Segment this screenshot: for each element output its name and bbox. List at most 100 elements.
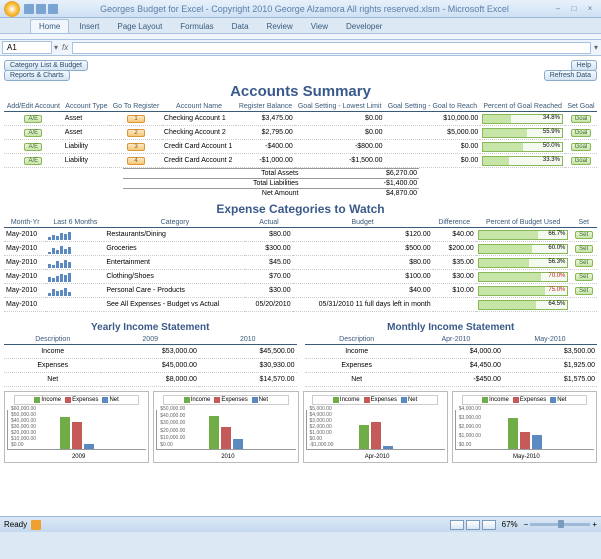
page-layout-view-icon[interactable] <box>466 520 480 530</box>
zoom-slider[interactable] <box>530 523 590 526</box>
col-header: Percent of Budget Used <box>476 218 571 228</box>
difference <box>433 298 476 312</box>
col-header: Description <box>305 335 409 345</box>
col-header: Percent of Goal Reached <box>480 102 565 112</box>
ribbon-tab-data[interactable]: Data <box>224 20 257 33</box>
expense-row: May-2010Groceries$300.00$500.00$200.0060… <box>4 242 597 256</box>
goto-register-button[interactable]: 4 <box>127 157 145 165</box>
formula-expand-icon[interactable]: ▾ <box>591 43 601 52</box>
total-row: Total Liabilities-$1,400.00 <box>123 179 420 189</box>
expense-row: May-2010Entertainment$45.00$80.00$35.005… <box>4 256 597 270</box>
sparkline <box>46 228 104 242</box>
chart-bar <box>508 418 518 450</box>
ribbon-tabs: HomeInsertPage LayoutFormulasDataReviewV… <box>0 18 601 34</box>
ribbon-tab-review[interactable]: Review <box>259 20 301 33</box>
cell: -$450.00 <box>409 373 503 387</box>
office-button[interactable] <box>4 1 20 17</box>
redo-icon[interactable] <box>48 4 58 14</box>
zoom-in-button[interactable]: + <box>592 520 597 529</box>
difference: $35.00 <box>433 256 476 270</box>
col-header: Set Goal <box>565 102 597 112</box>
minimize-button[interactable]: – <box>551 4 565 13</box>
account-name: Checking Account 2 <box>162 126 236 140</box>
difference: $10.00 <box>433 284 476 298</box>
save-icon[interactable] <box>24 4 34 14</box>
goto-register-button[interactable]: 3 <box>127 143 145 151</box>
zoom-level[interactable]: 67% <box>502 520 518 529</box>
budget: $100.00 <box>293 270 433 284</box>
chart-legend: IncomeExpensesNet <box>462 395 587 405</box>
set-goal-button[interactable]: Goal <box>571 115 592 123</box>
col-header: Actual <box>245 218 292 228</box>
expense-row: May-2010Clothing/Shoes$70.00$100.00$30.0… <box>4 270 597 284</box>
account-row: A/EAsset1Checking Account 1$3,475.00$0.0… <box>4 112 597 126</box>
ribbon-tab-insert[interactable]: Insert <box>71 20 107 33</box>
goto-register-button[interactable]: 2 <box>127 129 145 137</box>
category: Groceries <box>104 242 245 256</box>
col-header: May-2010 <box>503 335 597 345</box>
col-header: Budget <box>293 218 433 228</box>
set-goal-button[interactable]: Goal <box>571 129 592 137</box>
add-edit-button[interactable]: A/E <box>24 143 42 151</box>
set-goal-button[interactable]: Goal <box>571 143 592 151</box>
actual: $80.00 <box>245 228 292 242</box>
goal-lowest: -$1,500.00 <box>295 154 385 168</box>
accounts-table: Add/Edit AccountAccount TypeGo To Regist… <box>4 102 597 168</box>
set-button[interactable]: Set <box>575 245 593 253</box>
bar-chart: IncomeExpensesNet$50,000.00$40,000.00$30… <box>153 391 298 463</box>
goal-percent-bar: 55.9% <box>480 126 565 140</box>
ribbon-tab-home[interactable]: Home <box>30 19 69 33</box>
set-button[interactable]: Set <box>575 287 593 295</box>
undo-icon[interactable] <box>36 4 46 14</box>
budget-percent-bar: 70.0% <box>476 270 571 284</box>
reports-charts-button[interactable]: Reports & Charts <box>4 70 70 81</box>
category: Clothing/Shoes <box>104 270 245 284</box>
add-edit-button[interactable]: A/E <box>24 115 42 123</box>
difference: $30.00 <box>433 270 476 284</box>
maximize-button[interactable]: □ <box>567 4 581 13</box>
set-goal-button[interactable]: Goal <box>571 157 592 165</box>
add-edit-button[interactable]: A/E <box>24 129 42 137</box>
yearly-income-title: Yearly Income Statement <box>4 322 297 333</box>
account-type: Asset <box>63 126 110 140</box>
window-title: Georges Budget for Excel - Copyright 201… <box>58 4 551 14</box>
ribbon-tab-view[interactable]: View <box>303 20 336 33</box>
ribbon-tab-developer[interactable]: Developer <box>338 20 390 33</box>
register-balance: -$1,000.00 <box>236 154 295 168</box>
register-balance: -$400.00 <box>236 140 295 154</box>
chart-legend: IncomeExpensesNet <box>14 395 139 405</box>
budget: 05/31/2010 11 full days left in month <box>293 298 433 312</box>
name-box[interactable]: A1 <box>2 41 52 54</box>
cell: $4,000.00 <box>409 345 503 359</box>
zoom-out-button[interactable]: − <box>524 520 529 529</box>
cell: Income <box>305 345 409 359</box>
chart-x-label: 2010 <box>156 454 299 460</box>
window-controls: – □ × <box>551 4 597 13</box>
table-row: Expenses$45,000.00$30,930.00 <box>4 359 297 373</box>
col-header: Goal Setting - Lowest Limit <box>295 102 385 112</box>
chart-bar <box>72 422 82 449</box>
normal-view-icon[interactable] <box>450 520 464 530</box>
chart-bar <box>520 432 530 449</box>
macro-icon[interactable] <box>31 520 41 530</box>
cell: $3,500.00 <box>503 345 597 359</box>
fx-icon[interactable]: fx <box>58 43 72 52</box>
set-button[interactable]: Set <box>575 231 593 239</box>
page-break-view-icon[interactable] <box>482 520 496 530</box>
expense-row: May-2010Restaurants/Dining$80.00$120.00$… <box>4 228 597 242</box>
set-button[interactable]: Set <box>575 273 593 281</box>
close-button[interactable]: × <box>583 4 597 13</box>
ribbon-tab-page-layout[interactable]: Page Layout <box>109 20 170 33</box>
formula-bar[interactable] <box>72 42 591 54</box>
set-button[interactable]: Set <box>575 259 593 267</box>
add-edit-button[interactable]: A/E <box>24 157 42 165</box>
account-name: Checking Account 1 <box>162 112 236 126</box>
goto-register-button[interactable]: 1 <box>127 115 145 123</box>
status-bar: Ready 67% − + <box>0 516 601 532</box>
cell: Expenses <box>305 359 409 373</box>
ribbon-tab-formulas[interactable]: Formulas <box>172 20 221 33</box>
actual: 05/20/2010 <box>245 298 292 312</box>
budget: $80.00 <box>293 256 433 270</box>
refresh-date-button[interactable]: Refresh Data <box>544 70 597 81</box>
chart-bar <box>60 417 70 449</box>
